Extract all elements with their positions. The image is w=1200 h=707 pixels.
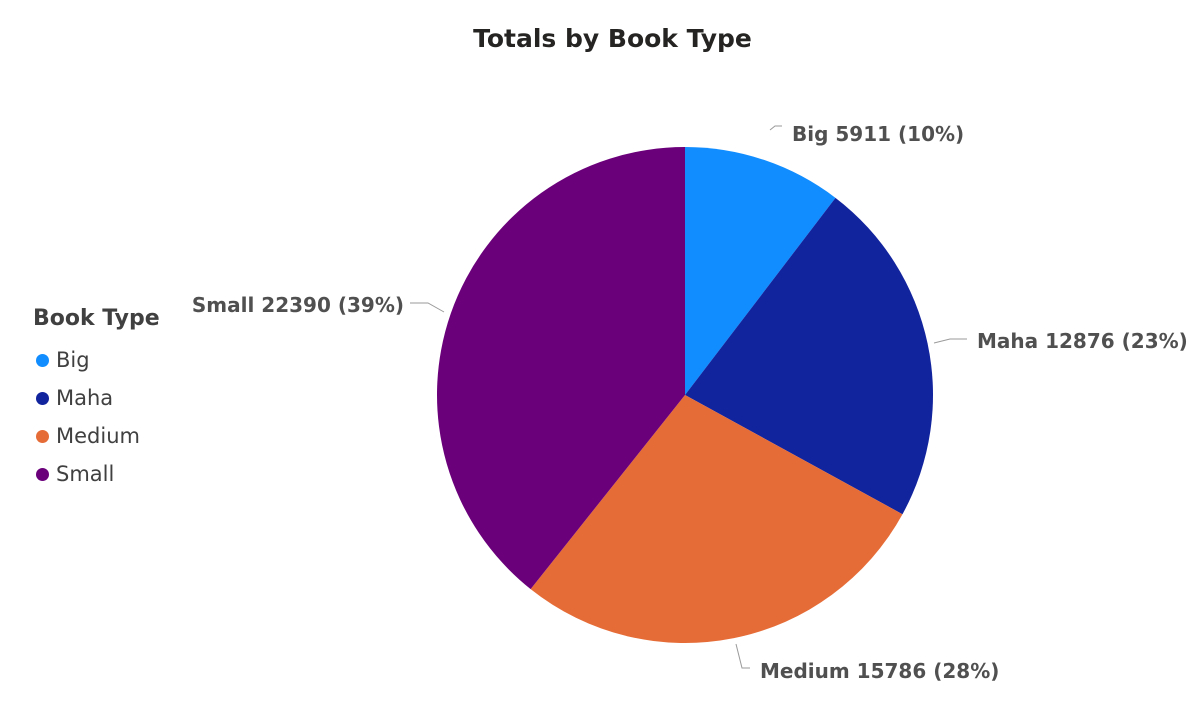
- legend-dot-icon: [36, 467, 49, 481]
- legend-item-label: Small: [56, 462, 115, 486]
- leader-line-maha: [933, 338, 967, 344]
- legend-item-label: Big: [56, 348, 90, 372]
- pie-slice-medium[interactable]: [530, 395, 903, 644]
- pie-slice-maha[interactable]: [685, 197, 934, 515]
- chart-title: Totals by Book Type: [473, 24, 752, 53]
- data-label-medium: Medium 15786 (28%): [760, 659, 999, 683]
- legend-dot-icon: [36, 429, 49, 443]
- legend-item-small[interactable]: Small: [33, 455, 160, 493]
- pie-slice-big[interactable]: [685, 147, 836, 395]
- leader-line-small: [410, 302, 445, 313]
- legend-item-maha[interactable]: Maha: [33, 379, 160, 417]
- legend-item-big[interactable]: Big: [33, 341, 160, 379]
- data-label-small: Small 22390 (39%): [192, 293, 404, 317]
- legend-title: Book Type: [33, 306, 160, 331]
- data-label-big: Big 5911 (10%): [792, 122, 964, 146]
- leader-line-medium: [735, 643, 750, 669]
- legend-item-label: Medium: [56, 424, 140, 448]
- leader-line-big: [769, 125, 782, 131]
- legend-dot-icon: [36, 391, 49, 405]
- data-label-maha: Maha 12876 (23%): [977, 329, 1188, 353]
- pie-slice-small[interactable]: [436, 147, 685, 590]
- legend-dot-icon: [36, 353, 49, 367]
- legend: Book Type Big Maha Medium Small: [33, 306, 160, 493]
- legend-item-medium[interactable]: Medium: [33, 417, 160, 455]
- legend-item-label: Maha: [56, 386, 114, 410]
